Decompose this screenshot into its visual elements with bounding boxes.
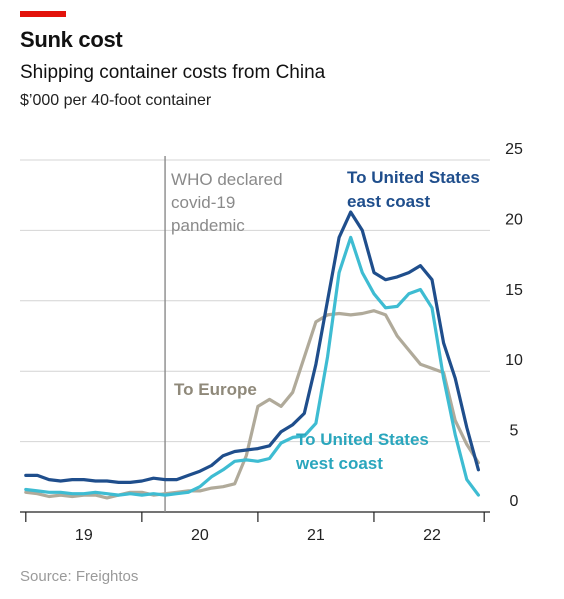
annotation-text: pandemic [171,216,245,235]
x-tick-label: 20 [191,527,209,544]
accent-bar [20,11,66,17]
y-tick-label: 15 [505,282,523,299]
y-tick-label: 0 [510,493,519,510]
series-label: west coast [295,454,383,473]
series-label: To Europe [174,380,257,399]
annotation-text: covid-19 [171,193,235,212]
y-axis: 0 5 10 15 20 25 [505,141,523,510]
series-line [24,235,480,497]
y-tick-label: 5 [510,423,519,440]
units-label: $’000 per 40-foot container [20,92,212,109]
x-tick-label: 22 [423,527,441,544]
x-tick-label: 21 [307,527,325,544]
series-label: east coast [347,192,430,211]
x-tick-label: 19 [75,527,93,544]
series-line [24,309,480,500]
chart-subtitle: Shipping container costs from China [20,62,326,83]
y-tick-label: 25 [505,141,523,158]
annotation-text: WHO declared [171,170,282,189]
pandemic-annotation: WHO declared covid-19 pandemic [164,156,283,512]
y-tick-label: 10 [505,352,523,369]
gridlines [20,159,490,443]
y-tick-label: 20 [505,211,523,228]
series-labels: To United States east coast To United Stat… [174,168,480,473]
chart-title: Sunk cost [20,27,123,52]
source-note: Source: Freightos [20,568,139,585]
series-label: To United States [296,430,429,449]
series-label: To United States [347,168,480,187]
x-axis: 19 20 21 22 [20,511,490,544]
series-lines [24,210,480,500]
series-line [24,210,480,484]
